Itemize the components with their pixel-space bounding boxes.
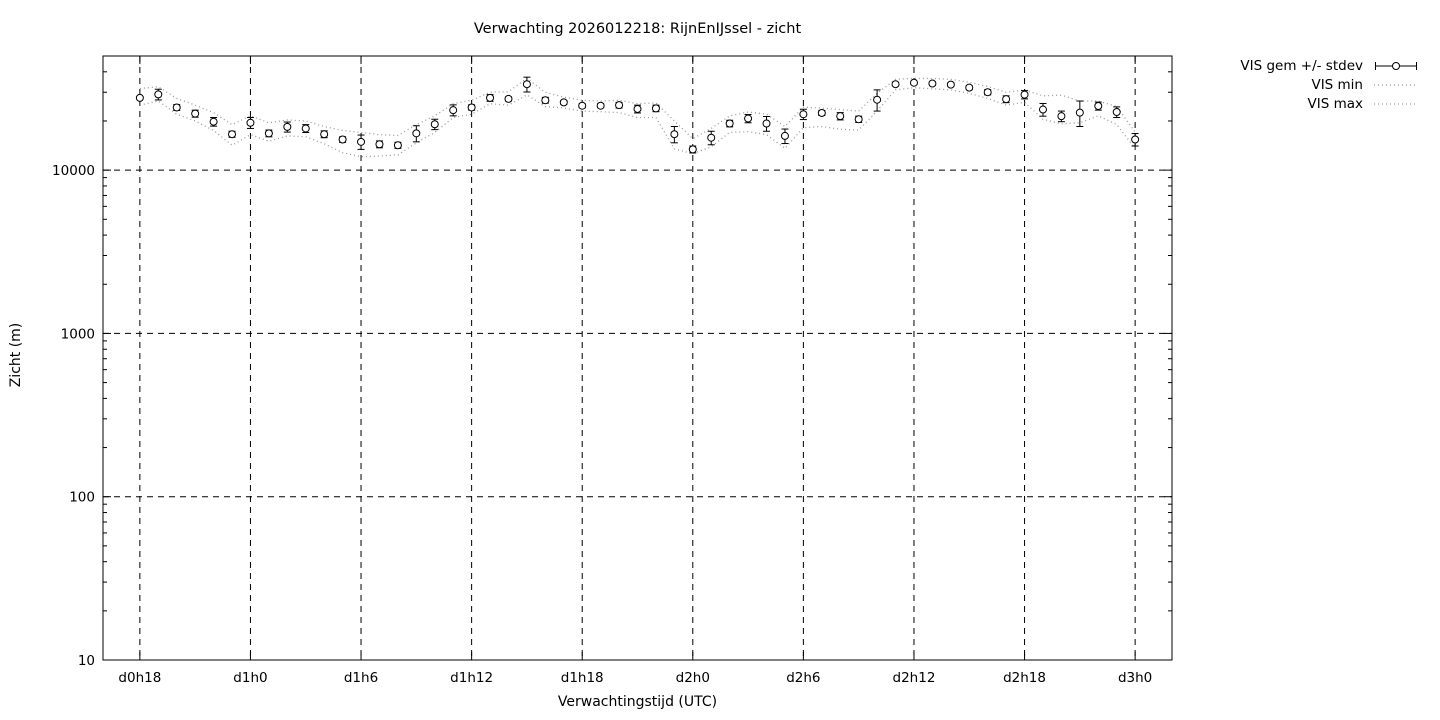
legend-label-vis-gem: VIS gem +/- stdev — [1240, 57, 1363, 74]
legend-label-vis-max: VIS max — [1307, 95, 1364, 112]
x-tick-label: d2h6 — [786, 670, 820, 686]
series-vis-max — [139, 77, 1136, 140]
x-tick-label: d1h12 — [450, 670, 493, 686]
x-tick-label: d3h0 — [1118, 670, 1152, 686]
y-tick-label: 1000 — [61, 326, 95, 342]
y-tick-label: 100 — [69, 490, 95, 506]
legend-sample-dotted-min-icon — [1374, 83, 1418, 86]
y-tick-label: 10000 — [52, 163, 95, 179]
x-tick-label: d1h6 — [344, 670, 378, 686]
y-grid-and-ticks: 10 100 1000 10000 — [52, 71, 1172, 669]
legend-label-vis-min: VIS min — [1311, 76, 1363, 93]
series-vis-mean — [135, 76, 1140, 154]
series-vis-min — [139, 86, 1136, 158]
x-axis-title: Verwachtingstijd (UTC) — [557, 694, 718, 710]
plot-border — [102, 55, 1173, 661]
y-axis-title: Zicht (m) — [8, 322, 24, 388]
y-tick-label: 10 — [78, 653, 95, 669]
x-tick-label: d2h18 — [1003, 670, 1046, 686]
x-tick-label: d1h0 — [233, 670, 267, 686]
x-tick-label: d2h12 — [893, 670, 936, 686]
x-tick-label: d0h18 — [118, 670, 161, 686]
x-grid-and-ticks: d0h18 d1h0 d1h6 d1h12 d1h18 d2h0 d2h6 d2h12 d2h1… — [118, 56, 1152, 686]
chart-title: Verwachting 2026012218: RijnEnIJssel - z… — [473, 21, 802, 37]
legend-entry-vis-gem: VIS gem +/- stdev — [1240, 56, 1420, 75]
x-tick-label: d2h0 — [676, 670, 710, 686]
legend: VIS gem +/- stdev VIS min VIS max — [1240, 56, 1420, 113]
x-tick-label: d1h18 — [561, 670, 604, 686]
legend-entry-vis-min: VIS min — [1240, 75, 1420, 94]
legend-sample-dotted-max-icon — [1374, 102, 1418, 105]
legend-sample-errorbar-icon — [1375, 61, 1417, 70]
legend-entry-vis-max: VIS max — [1240, 94, 1420, 113]
